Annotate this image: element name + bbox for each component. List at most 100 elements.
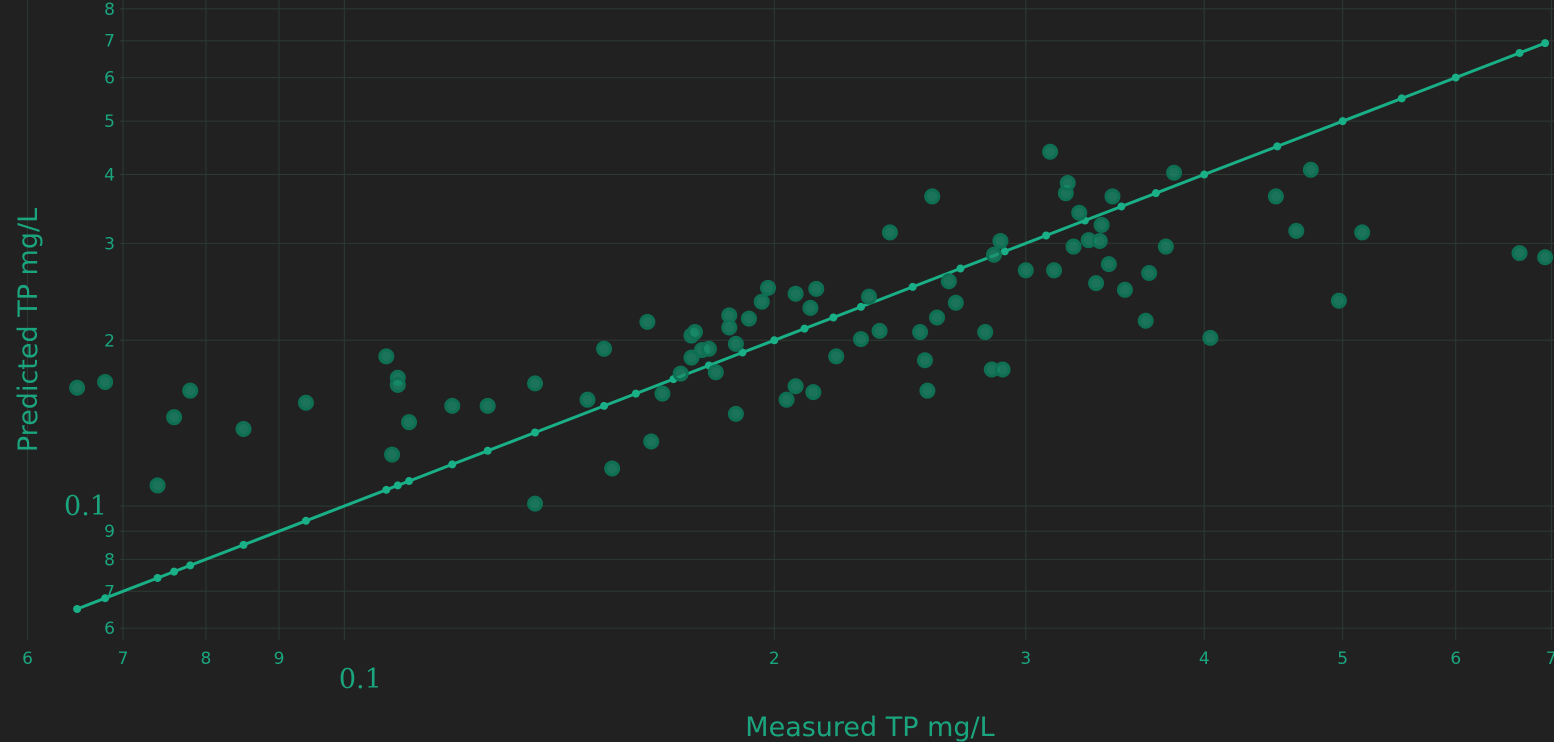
fit-line-point bbox=[1151, 189, 1160, 198]
scatter-point bbox=[787, 378, 804, 395]
scatter-point bbox=[297, 394, 314, 411]
fit-line-point bbox=[956, 264, 965, 273]
fit-line-point bbox=[186, 561, 195, 570]
fit-line-point bbox=[1200, 170, 1209, 179]
fit-line-point bbox=[770, 336, 779, 345]
fit-line-point bbox=[600, 401, 609, 410]
scatter-point bbox=[527, 495, 544, 512]
y-tick-label-0: 6 bbox=[104, 619, 115, 639]
x-tick-label-7: 4 bbox=[1199, 649, 1210, 669]
scatter-point bbox=[1046, 262, 1063, 279]
scatter-point bbox=[805, 384, 822, 401]
scatter-point bbox=[479, 397, 496, 414]
scatter-point bbox=[579, 391, 596, 408]
fit-line-point bbox=[1000, 247, 1009, 256]
scatter-point bbox=[1071, 204, 1088, 221]
scatter-point bbox=[1091, 232, 1108, 249]
y-tick-label-10: 7 bbox=[104, 32, 115, 52]
y-tick-label-11: 8 bbox=[104, 0, 115, 20]
fit-line-point bbox=[73, 605, 82, 614]
scatter-point bbox=[1059, 175, 1076, 192]
scatter-point bbox=[778, 391, 795, 408]
scatter-point bbox=[1354, 224, 1371, 241]
scatter-point bbox=[166, 409, 183, 426]
fit-line-point bbox=[856, 302, 865, 311]
fit-line-point bbox=[1042, 231, 1051, 240]
scatter-point bbox=[527, 375, 544, 392]
scatter-point bbox=[940, 273, 957, 290]
fit-line-point bbox=[800, 324, 809, 333]
fit-line-point bbox=[1397, 94, 1406, 103]
scatter-point bbox=[912, 324, 929, 341]
scatter-point bbox=[97, 373, 114, 390]
scatter-point bbox=[1116, 281, 1133, 298]
scatter-point bbox=[753, 293, 770, 310]
scatter-point bbox=[977, 324, 994, 341]
scatter-point bbox=[683, 349, 700, 366]
fit-line-point bbox=[1541, 39, 1550, 48]
scatter-point bbox=[994, 361, 1011, 378]
scatter-point bbox=[871, 322, 888, 339]
fit-line-point bbox=[829, 313, 838, 322]
fit-line-point bbox=[101, 594, 110, 603]
scatter-point bbox=[1267, 188, 1284, 205]
scatter-point bbox=[700, 340, 717, 357]
scatter-point bbox=[787, 285, 804, 302]
scatter-point bbox=[389, 376, 406, 393]
scatter-point bbox=[727, 405, 744, 422]
scatter-point bbox=[672, 365, 689, 382]
scatter-point bbox=[686, 324, 703, 341]
scatter-point bbox=[929, 309, 946, 326]
fit-line-point bbox=[153, 574, 162, 583]
scatter-point bbox=[852, 331, 869, 348]
fit-line-point bbox=[1273, 142, 1282, 151]
scatter-point bbox=[992, 232, 1009, 249]
y-tick-label-2: 8 bbox=[104, 550, 115, 570]
x-tick-label-5: 2 bbox=[769, 649, 780, 669]
fit-line-point bbox=[1117, 202, 1126, 211]
fit-line bbox=[76, 41, 1546, 611]
scatter-points bbox=[69, 143, 1554, 512]
scatter-point bbox=[1065, 238, 1082, 255]
y-tick-label-1: 7 bbox=[104, 582, 115, 602]
scatter-point bbox=[802, 299, 819, 316]
scatter-point bbox=[1141, 264, 1158, 281]
x-tick-label-9: 6 bbox=[1450, 649, 1461, 669]
scatter-point bbox=[881, 224, 898, 241]
scatter-point bbox=[1088, 275, 1105, 292]
x-tick-label-2: 8 bbox=[201, 649, 212, 669]
scatter-point bbox=[740, 310, 757, 327]
scatter-point bbox=[1166, 164, 1183, 181]
fit-line-point bbox=[1451, 73, 1460, 82]
scatter-point bbox=[1104, 188, 1121, 205]
x-tick-label-4: 0.1 bbox=[339, 664, 382, 695]
fit-line-point bbox=[483, 446, 492, 455]
scatter-point bbox=[1202, 329, 1219, 346]
scatter-point bbox=[727, 335, 744, 352]
scatter-point bbox=[182, 382, 199, 399]
scatter-point bbox=[1302, 161, 1319, 178]
fit-line-point bbox=[738, 348, 747, 357]
fit-line-point bbox=[393, 481, 402, 490]
scatter-point bbox=[604, 460, 621, 477]
x-tick-label-8: 5 bbox=[1337, 649, 1348, 669]
scatter-point bbox=[947, 294, 964, 311]
fit-line-series bbox=[73, 39, 1550, 614]
scatter-point bbox=[444, 397, 461, 414]
y-tick-label-9: 6 bbox=[104, 69, 115, 89]
x-tick-label-1: 7 bbox=[118, 649, 129, 669]
scatter-point bbox=[1157, 238, 1174, 255]
scatter-point bbox=[384, 446, 401, 463]
fit-line-point bbox=[301, 516, 310, 525]
fit-line-point bbox=[170, 567, 179, 576]
scatter-point bbox=[1100, 256, 1117, 273]
y-tick-label-5: 2 bbox=[104, 331, 115, 351]
scatter-point bbox=[639, 313, 656, 330]
x-axis-title: Measured TP mg/L bbox=[745, 712, 994, 742]
scatter-point bbox=[1137, 312, 1154, 329]
scatter-point bbox=[985, 246, 1002, 263]
x-axis-ticks: 6 7 8 9 0.1 2 3 4 5 6 7 bbox=[22, 649, 1554, 695]
scatter-point bbox=[1017, 262, 1034, 279]
fit-line-point bbox=[908, 282, 917, 291]
x-tick-label-6: 3 bbox=[1020, 649, 1031, 669]
